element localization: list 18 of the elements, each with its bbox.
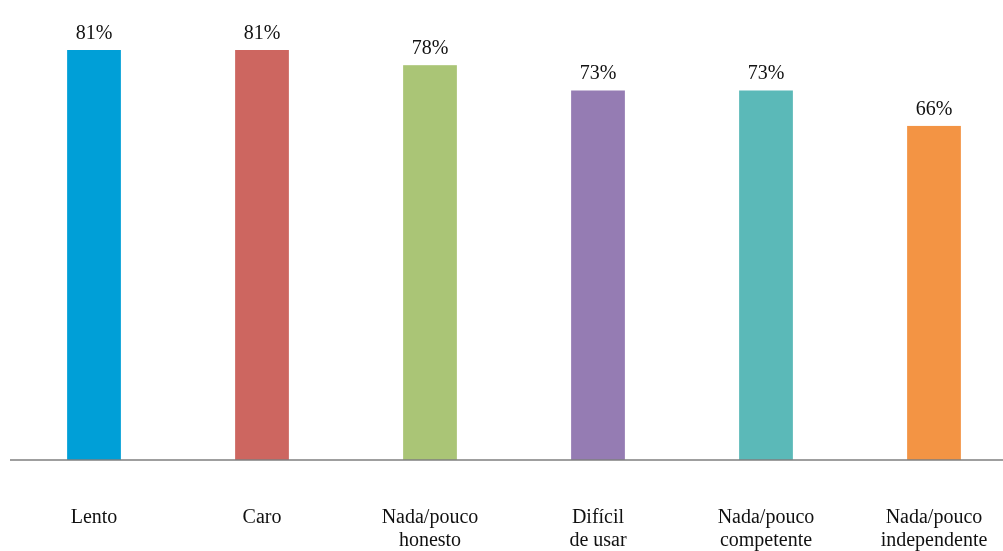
data-label: 73%	[579, 61, 617, 84]
data-label: 78%	[411, 36, 449, 59]
x-tick-label: Nada/pouco independente	[880, 505, 988, 551]
data-label: 73%	[747, 61, 785, 84]
bar	[403, 65, 457, 460]
bar	[907, 125, 961, 460]
data-label: 81%	[243, 21, 281, 43]
bar	[571, 90, 625, 460]
x-tick-label: Caro	[242, 505, 282, 527]
x-tick-label: Nada/pouco competente	[717, 505, 815, 551]
data-label: 66%	[915, 96, 953, 119]
bar	[739, 90, 793, 460]
bar	[67, 50, 121, 460]
x-tick-label: Nada/pouco honesto	[381, 505, 479, 550]
data-label: 81%	[75, 21, 113, 43]
x-tick-label: Lento	[70, 505, 118, 527]
bar	[235, 50, 289, 460]
x-tick-label: Difícil de usar	[569, 505, 627, 550]
